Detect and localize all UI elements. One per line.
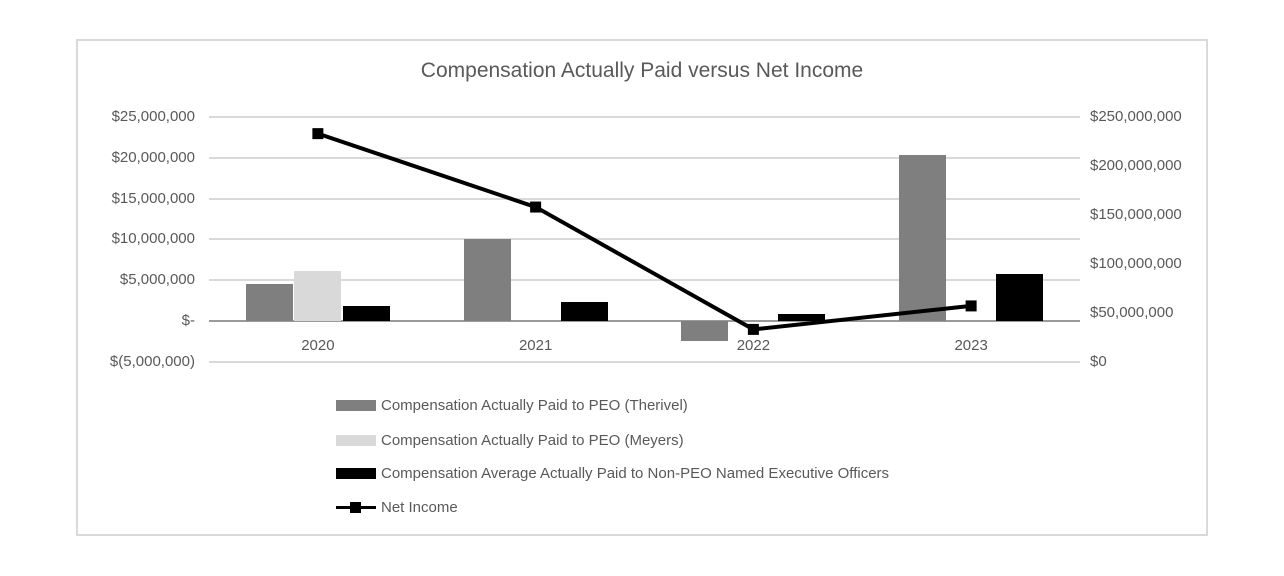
bar-series1-2021 bbox=[463, 239, 511, 321]
legend-item-label: Compensation Average Actually Paid to No… bbox=[381, 465, 890, 482]
left-axis-tick-label: $(5,000,000) bbox=[109, 352, 195, 370]
legend-item-2: Compensation Actually Paid to PEO (Meyer… bbox=[336, 432, 684, 449]
x-axis-label-2021: 2021 bbox=[518, 337, 553, 354]
bar-series1-2020 bbox=[245, 284, 293, 321]
legend-line-marker bbox=[350, 502, 361, 513]
left-axis-tick-label: $20,000,000 bbox=[111, 148, 195, 166]
gridline bbox=[209, 116, 1080, 118]
legend-item-4: Net Income bbox=[336, 499, 458, 516]
chart-title: Compensation Actually Paid versus Net In… bbox=[420, 59, 864, 82]
bar-series1-2023 bbox=[899, 154, 947, 321]
x-axis-label-2023: 2023 bbox=[954, 337, 988, 354]
legend-item-3: Compensation Average Actually Paid to No… bbox=[336, 465, 890, 482]
gridline bbox=[209, 156, 1080, 159]
left-axis-tick-label: $- bbox=[181, 311, 195, 329]
left-axis-tick-label: $15,000,000 bbox=[111, 189, 195, 207]
x-axis-label-2022: 2022 bbox=[736, 337, 771, 354]
bar-series1-2022 bbox=[681, 320, 729, 342]
bar-series3-2021 bbox=[560, 302, 608, 321]
left-axis-tick-label: $25,000,000 bbox=[111, 108, 195, 125]
right-axis-tick-label: $150,000,000 bbox=[1090, 205, 1182, 223]
legend-item-label: Compensation Actually Paid to PEO (Theri… bbox=[381, 397, 688, 414]
legend-color-swatch bbox=[336, 400, 376, 411]
legend-item-label: Compensation Actually Paid to PEO (Meyer… bbox=[381, 432, 684, 449]
left-axis-tick-label: $5,000,000 bbox=[119, 271, 195, 289]
left-axis-tick-label: $10,000,000 bbox=[111, 230, 195, 248]
legend-item-1: Compensation Actually Paid to PEO (Theri… bbox=[336, 397, 688, 414]
legend-color-swatch bbox=[336, 468, 376, 479]
right-axis-tick-label: $50,000,000 bbox=[1090, 303, 1174, 321]
right-axis-tick-label: $100,000,000 bbox=[1090, 254, 1182, 272]
bar-series3-2023 bbox=[996, 274, 1044, 321]
legend-item-label: Net Income bbox=[381, 499, 458, 516]
x-axis-label-2020: 2020 bbox=[301, 337, 335, 354]
bar-series2-2020 bbox=[294, 271, 342, 321]
right-axis-tick-label: $200,000,000 bbox=[1090, 156, 1182, 174]
legend-color-swatch bbox=[336, 435, 376, 446]
gridline bbox=[209, 360, 1080, 363]
legend-line-marker-swatch bbox=[336, 502, 376, 513]
gridline bbox=[209, 238, 1080, 241]
bar-series3-2020 bbox=[342, 306, 390, 321]
right-axis-tick-label: $250,000,000 bbox=[1090, 108, 1182, 125]
gridline bbox=[209, 197, 1080, 200]
right-axis-tick-label: $0 bbox=[1090, 352, 1107, 370]
bar-series3-2022 bbox=[778, 314, 826, 321]
